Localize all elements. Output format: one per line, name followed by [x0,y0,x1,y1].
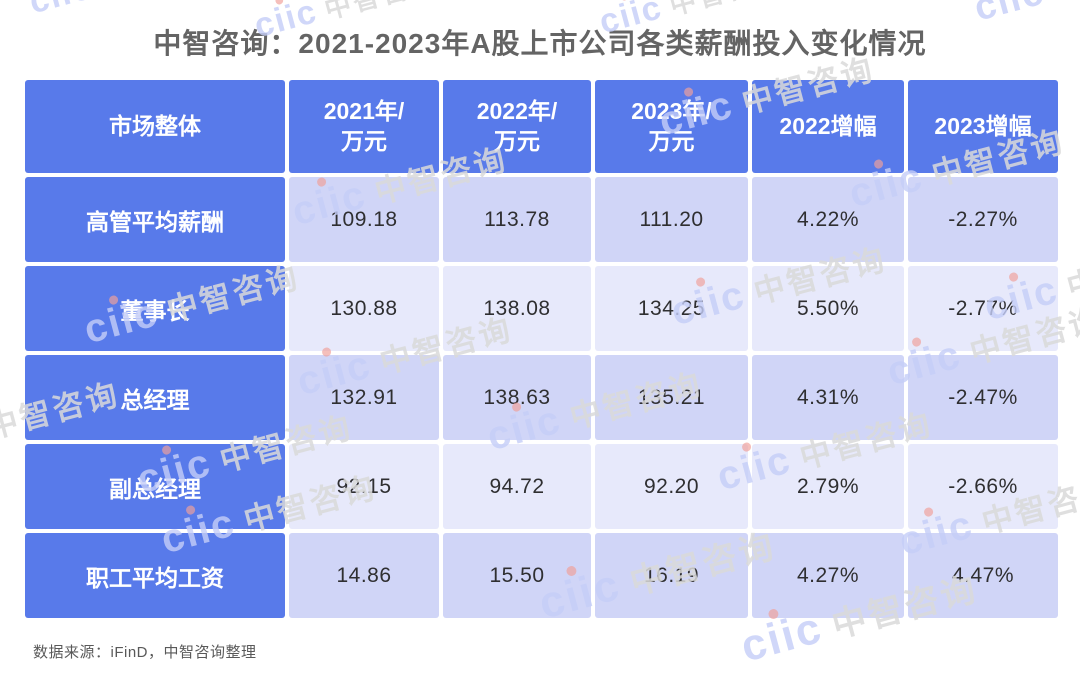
watermark-brand-text: 中智咨询 [1063,236,1080,306]
column-header-2022: 2022年/ 万元 [443,80,591,173]
cell-2023-value: 135.21 [595,355,748,440]
row-label: 总经理 [25,355,285,440]
table-row-staff-average: 职工平均工资 14.86 15.50 16.19 4.27% 4.47% [25,533,1058,618]
row-label: 职工平均工资 [25,533,285,618]
cell-2022-value: 138.08 [443,266,591,351]
cell-2021-value: 92.15 [289,444,439,529]
watermark-brand-text: 中智咨询 [1047,0,1080,8]
cell-growth-2023: -2.47% [908,355,1058,440]
column-header-2023: 2023年/ 万元 [595,80,748,173]
cell-growth-2022: 5.50% [752,266,904,351]
cell-growth-2023: -2.77% [908,266,1058,351]
watermark-brand-text: 中智咨询 [665,0,787,22]
column-header-growth-2022: 2022增幅 [752,80,904,173]
table-row-deputy-general-manager: 副总经理 92.15 94.72 92.20 2.79% -2.66% [25,444,1058,529]
watermark-logo-text: ciic [25,0,96,21]
table-row-chairman: 董事长 130.88 138.08 134.25 5.50% -2.77% [25,266,1058,351]
ciic-logo-icon: ciic [25,0,96,21]
cell-2022-value: 94.72 [443,444,591,529]
header-row: 市场整体 2021年/ 万元 2022年/ 万元 2023年/ 万元 2022增… [25,80,1058,173]
row-label: 高管平均薪酬 [25,177,285,262]
cell-2021-value: 130.88 [289,266,439,351]
cell-2021-value: 14.86 [289,533,439,618]
red-dot-icon [274,0,285,5]
watermark-brand-text: 中智咨询 [95,0,217,2]
cell-growth-2022: 2.79% [752,444,904,529]
cell-2021-value: 132.91 [289,355,439,440]
table-row-general-manager: 总经理 132.91 138.63 135.21 4.31% -2.47% [25,355,1058,440]
cell-growth-2023: 4.47% [908,533,1058,618]
page-title: 中智咨询：2021-2023年A股上市公司各类薪酬投入变化情况 [153,28,927,59]
column-header-market: 市场整体 [25,80,285,173]
row-label: 副总经理 [25,444,285,529]
column-header-growth-2023: 2023增幅 [908,80,1058,173]
row-label: 董事长 [25,266,285,351]
data-source-note: 数据来源：iFinD，中智咨询整理 [33,644,257,661]
cell-2022-value: 138.63 [443,355,591,440]
cell-growth-2022: 4.27% [752,533,904,618]
cell-growth-2022: 4.31% [752,355,904,440]
cell-2021-value: 109.18 [289,177,439,262]
cell-2022-value: 113.78 [443,177,591,262]
cell-2023-value: 16.19 [595,533,748,618]
salary-table-container: 市场整体 2021年/ 万元 2022年/ 万元 2023年/ 万元 2022增… [21,76,1062,622]
salary-table: 市场整体 2021年/ 万元 2022年/ 万元 2023年/ 万元 2022增… [21,76,1062,622]
cell-growth-2023: -2.27% [908,177,1058,262]
column-header-2021: 2021年/ 万元 [289,80,439,173]
watermark: ciic 中智咨询 [25,0,216,21]
cell-2023-value: 92.20 [595,444,748,529]
cell-2023-value: 111.20 [595,177,748,262]
cell-growth-2023: -2.66% [908,444,1058,529]
cell-growth-2022: 4.22% [752,177,904,262]
table-row-executive-average: 高管平均薪酬 109.18 113.78 111.20 4.22% -2.27% [25,177,1058,262]
red-dot-icon [619,0,630,1]
cell-2023-value: 134.25 [595,266,748,351]
cell-2022-value: 15.50 [443,533,591,618]
